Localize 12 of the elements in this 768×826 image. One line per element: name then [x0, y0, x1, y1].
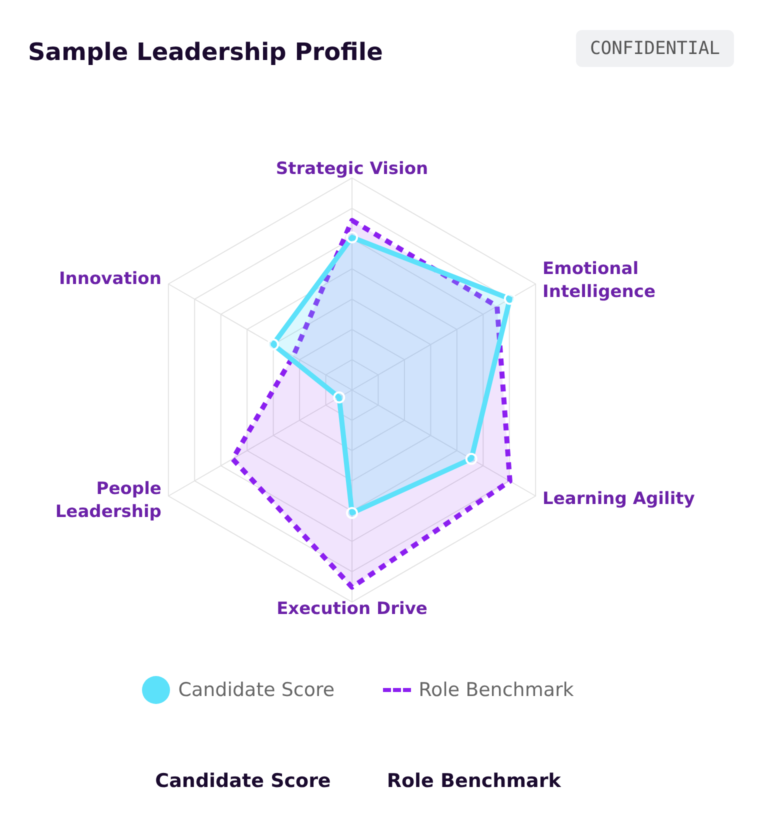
spoke-label: Strategic Vision [276, 159, 428, 179]
spoke-label: Emotional Intelligence [542, 259, 656, 302]
spoke-label: Innovation [58, 269, 162, 289]
text: Candidate Score [155, 770, 331, 792]
legend-label: Role Benchmark [418, 679, 574, 701]
text: Role Benchmark [386, 770, 561, 792]
text: CONFIDENTIAL [576, 30, 734, 67]
spoke-label: Execution Drive [276, 599, 428, 619]
spoke-label: Learning Agility [542, 489, 695, 509]
legend-label: Candidate Score [178, 679, 335, 701]
chart-title: Sample Leadership Profile [28, 38, 383, 66]
spoke-label: People Leadership [55, 479, 162, 522]
